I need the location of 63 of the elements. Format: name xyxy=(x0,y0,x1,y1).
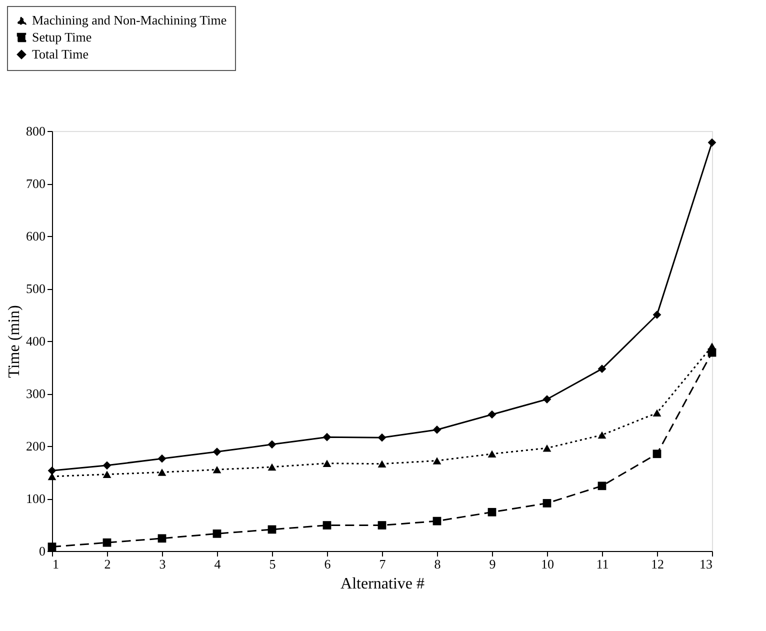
legend-label: Total Time xyxy=(32,46,89,62)
y-tick-label: 100 xyxy=(26,491,46,506)
x-tick-label: 10 xyxy=(541,556,554,572)
point xyxy=(268,440,276,449)
y-tick-label: 600 xyxy=(26,228,46,244)
point xyxy=(598,364,606,374)
point xyxy=(488,450,496,458)
point xyxy=(432,426,442,434)
point xyxy=(158,454,166,463)
x-axis-title: Alternative # xyxy=(340,576,424,592)
point xyxy=(652,450,662,458)
legend-label: Setup Time xyxy=(32,30,92,44)
point xyxy=(212,529,222,538)
point xyxy=(158,468,166,476)
y-tick-label: 200 xyxy=(26,438,46,454)
point xyxy=(212,448,222,456)
x-tick-label: 8 xyxy=(434,556,441,572)
point xyxy=(542,395,552,404)
point xyxy=(102,461,112,470)
point xyxy=(378,433,386,442)
point xyxy=(158,534,166,543)
point xyxy=(102,538,112,547)
y-tick-label: 800 xyxy=(26,124,46,138)
point xyxy=(378,460,386,468)
x-tick-label: 1 xyxy=(52,556,59,572)
point xyxy=(488,410,496,419)
point xyxy=(378,521,386,530)
point xyxy=(652,409,662,417)
x-tick-label: 6 xyxy=(324,556,332,572)
point xyxy=(488,508,496,516)
point xyxy=(102,470,112,478)
point xyxy=(48,466,56,475)
point xyxy=(322,521,332,530)
y-axis-title: Time (min) xyxy=(6,305,23,378)
point xyxy=(708,138,716,147)
point xyxy=(212,466,222,474)
x-tick-label: 3 xyxy=(159,556,166,572)
x-tick-label: 7 xyxy=(379,556,386,572)
y-tick-label: 0 xyxy=(39,544,46,558)
x-tick-label: 9 xyxy=(489,556,496,572)
point xyxy=(432,516,442,526)
x-tick-label: 12 xyxy=(651,556,664,572)
y-tick-label: 300 xyxy=(26,386,46,401)
point xyxy=(268,525,276,534)
x-tick-label: 11 xyxy=(596,556,609,572)
x-tick-label: 13 xyxy=(700,556,712,572)
point xyxy=(542,499,552,508)
point xyxy=(652,310,662,319)
point xyxy=(598,431,606,439)
x-tick-label: 5 xyxy=(269,556,276,572)
legend-label: Machining and Non-Machining Time xyxy=(32,12,227,28)
point xyxy=(598,482,606,490)
point xyxy=(708,348,716,357)
point xyxy=(432,457,442,464)
x-tick-label: 4 xyxy=(214,556,222,572)
point xyxy=(268,463,276,471)
point xyxy=(322,432,332,442)
x-tick-label: 2 xyxy=(104,556,111,572)
point xyxy=(322,460,332,467)
point xyxy=(542,444,552,452)
y-tick-label: 400 xyxy=(26,334,46,348)
y-tick-label: 500 xyxy=(26,281,46,296)
y-tick-label: 700 xyxy=(26,176,46,191)
